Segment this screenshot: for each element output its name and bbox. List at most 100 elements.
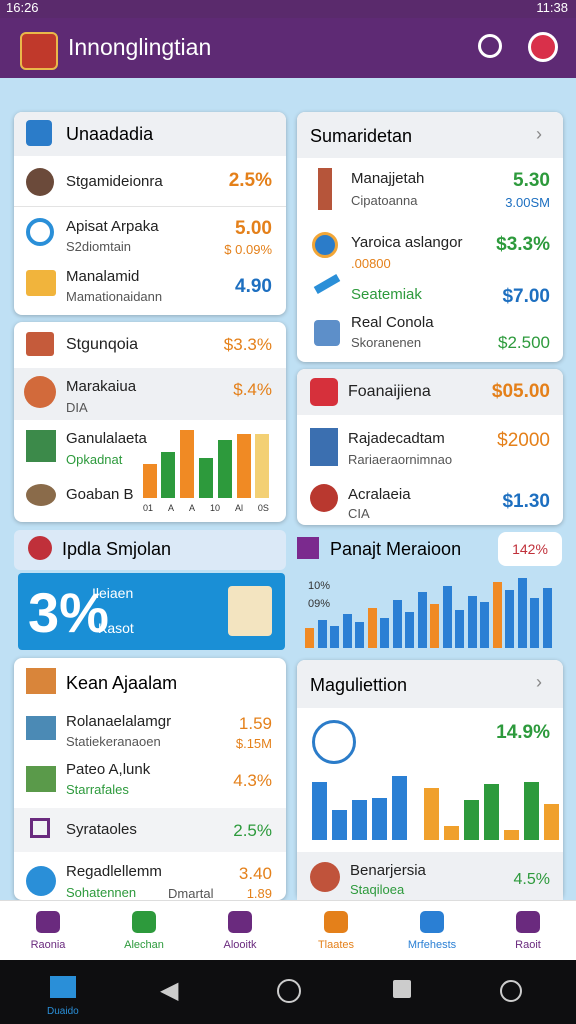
- nav-label: Mrfehests: [407, 939, 457, 951]
- bottom-nav: Raonia Alechan Alooitk Tlaates Mrfehests Raoi…: [0, 900, 576, 961]
- chart-label: 0S: [257, 503, 269, 513]
- row-highlight: [297, 852, 563, 900]
- icon: [24, 376, 56, 408]
- deco-bar: [317, 620, 327, 648]
- row-value: 4.3%: [233, 771, 272, 790]
- row-value: $.4%: [233, 380, 272, 399]
- nav-icon: [228, 911, 252, 933]
- app-title: Innonglingtian: [68, 34, 212, 60]
- banner: [14, 530, 286, 570]
- card-header: [14, 112, 286, 156]
- chart-label: 10%: [308, 580, 331, 592]
- deco-bar: [342, 614, 352, 648]
- row-label: Regadlellemm: [66, 863, 162, 880]
- icon: [30, 818, 50, 838]
- deco-bar: [480, 602, 489, 648]
- card-header: [297, 369, 563, 415]
- row-value-sub: 1.89: [246, 886, 272, 901]
- deco-bar: [484, 784, 499, 840]
- row-sub: Mamationaidann: [66, 289, 163, 304]
- header-value: $05.00: [491, 381, 550, 402]
- deco-bar: [524, 782, 539, 840]
- app-logo: [20, 32, 58, 70]
- icon: [26, 332, 54, 356]
- deco-bar: [424, 788, 439, 840]
- deco-bar: [455, 610, 464, 648]
- row-label: Manalamid: [66, 268, 140, 285]
- row-value: 1.59: [238, 714, 272, 733]
- nav-tab[interactable]: Raoit: [480, 901, 576, 961]
- row-value: 5.30: [513, 170, 550, 191]
- chevron[interactable]: ›: [536, 124, 542, 144]
- nav-tab[interactable]: Alechan: [96, 901, 192, 961]
- promo-chart: [305, 575, 557, 648]
- mini-chart: [312, 772, 560, 840]
- banner-title: Panajt Meraioon: [330, 539, 462, 559]
- overview-button[interactable]: [393, 980, 411, 998]
- recents-circle[interactable]: [277, 979, 301, 1003]
- nav-tab[interactable]: Raonia: [0, 901, 96, 961]
- nav-label: Alechan: [124, 939, 164, 951]
- badge: 142%: [498, 532, 562, 566]
- nav-tab[interactable]: Tlaates: [288, 901, 384, 961]
- account-button[interactable]: [500, 980, 522, 1002]
- deco-bar: [492, 582, 502, 648]
- row-extra: Dmartal: [168, 886, 214, 901]
- deco-bar: [464, 800, 479, 840]
- row-value: $2000: [497, 430, 550, 451]
- chart-label: 09%: [308, 598, 331, 610]
- card-title: Stgunqoia: [66, 336, 139, 353]
- row-label: Apisat Arpaka: [66, 218, 159, 235]
- nav-tab[interactable]: Alooitk: [192, 901, 288, 961]
- row-sub: DIA: [66, 400, 88, 415]
- deco-bar: [392, 600, 402, 648]
- row-value-sub: $ 0.09%: [224, 242, 272, 257]
- row-sub: Statiekeranaoen: [66, 734, 161, 749]
- icon: [310, 378, 338, 406]
- row-value-sub: 3.00SM: [505, 195, 550, 210]
- compass-button[interactable]: [528, 32, 558, 62]
- deco-bar: [517, 578, 527, 648]
- deco-bar: [305, 628, 314, 648]
- mini-chart: [143, 430, 269, 498]
- nav-icon: [324, 911, 348, 933]
- row-sub: S2diomtain: [66, 239, 132, 254]
- row-highlight: [14, 368, 286, 420]
- home-button[interactable]: [50, 976, 76, 998]
- chart-label: 01: [143, 503, 154, 513]
- row-sub: .00800: [351, 256, 391, 271]
- icon: [26, 270, 56, 296]
- nav-icon: [36, 911, 60, 933]
- deco-bar: [405, 612, 414, 648]
- card-header: [297, 660, 563, 708]
- row-value: 2.5%: [228, 170, 272, 191]
- deco-bar: [467, 596, 477, 648]
- deco-bar: [312, 782, 327, 840]
- icon: [26, 484, 56, 506]
- status-clock: 11:38: [536, 0, 568, 15]
- row-value: 4.5%: [513, 871, 550, 888]
- icon: [314, 320, 340, 346]
- icon: [297, 537, 319, 559]
- row-value: $2.500: [498, 333, 550, 352]
- back-button[interactable]: ◀: [160, 977, 179, 1004]
- row-value: $1.30: [502, 491, 550, 512]
- deco-bar: [352, 800, 367, 840]
- promo-image: [228, 586, 272, 636]
- row-sub: Cipatoanna: [351, 193, 418, 208]
- deco-bar: [504, 830, 519, 840]
- icon: [310, 428, 338, 466]
- row-label: Stgamideionra: [66, 173, 163, 190]
- row-value: 3.40: [238, 864, 272, 883]
- chevron[interactable]: ›: [536, 672, 542, 692]
- card-title: Kean Ajaalam: [66, 673, 178, 693]
- promo-big: 3%: [28, 581, 109, 644]
- promo-text: Kasot: [98, 620, 134, 636]
- row-sub: Starrafales: [66, 782, 129, 797]
- chart-label: Al: [234, 503, 243, 513]
- nav-label: Raonia: [30, 939, 66, 951]
- icon: [26, 218, 54, 246]
- deco-bar: [392, 776, 407, 840]
- nav-tab[interactable]: Mrfehests: [384, 901, 480, 961]
- search-button[interactable]: [478, 34, 502, 58]
